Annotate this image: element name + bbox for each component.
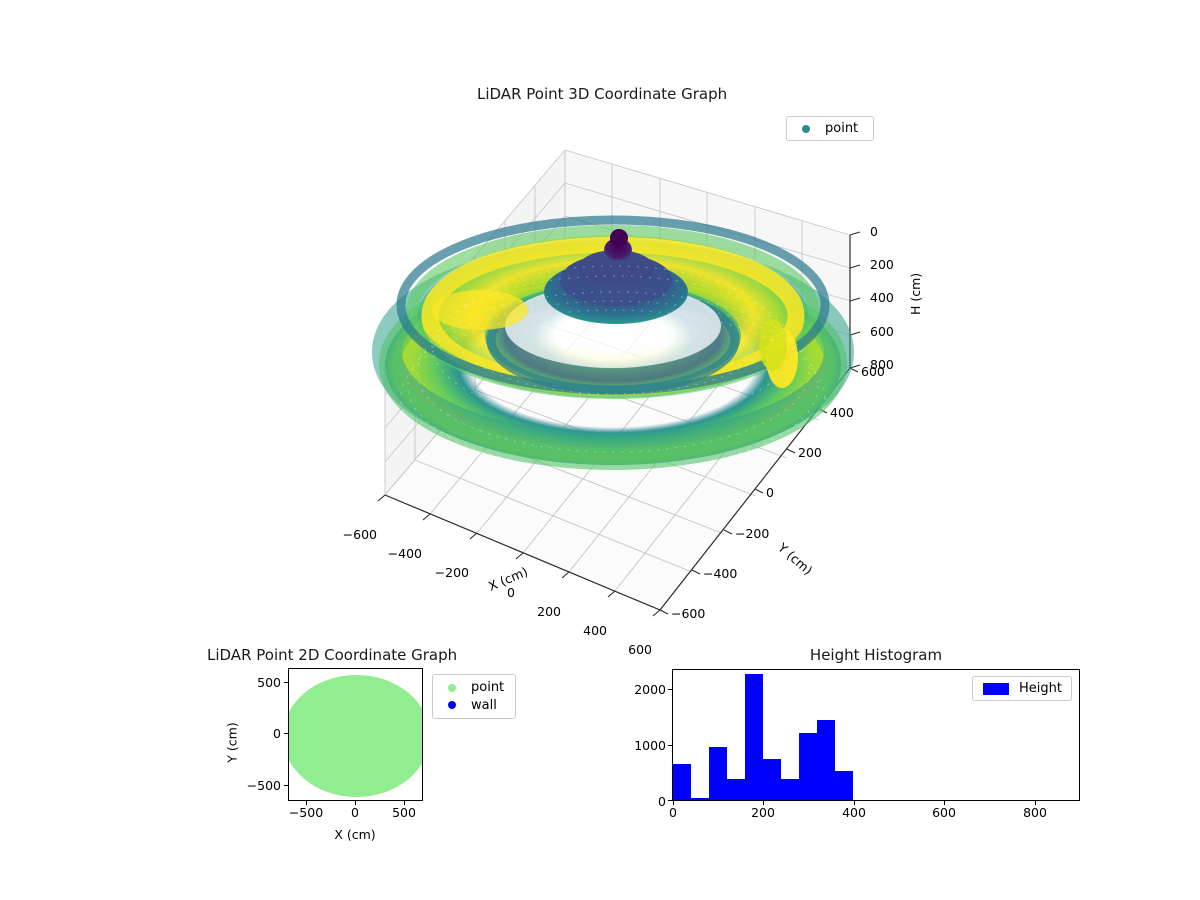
plot2d-xtick-0: −500 <box>288 805 324 820</box>
plot2d-legend[interactable]: point wall <box>432 674 516 719</box>
plot3d-ytick-2: −200 <box>735 526 770 541</box>
histogram-ytickmark-1 <box>668 745 672 746</box>
histogram-xtick-3: 600 <box>932 805 956 820</box>
plot3d-cube <box>372 149 861 617</box>
histogram-ytickmark-2 <box>668 689 672 690</box>
histogram-xtickmark-1 <box>763 801 764 805</box>
histogram-xtickmark-3 <box>944 801 945 805</box>
histogram-bar <box>763 758 782 800</box>
plot2d-ytickmark-0 <box>284 785 288 786</box>
histogram-xtickmark-0 <box>673 801 674 805</box>
plot3d-ztick-1: 200 <box>870 257 894 272</box>
plot3d-xtick-3: 0 <box>507 585 515 600</box>
plot3d-axes[interactable]: −600 −400 −200 0 200 400 600 −600 −400 −… <box>330 140 923 657</box>
legend-item-point[interactable]: point <box>795 121 865 136</box>
legend-item-wall[interactable]: wall <box>441 697 507 715</box>
plot2d-ytick-0: −500 <box>246 778 281 793</box>
plot3d-xtick-6: 600 <box>628 642 652 657</box>
histogram-xtick-1: 200 <box>751 805 775 820</box>
histogram-xtick-2: 400 <box>842 805 866 820</box>
histogram-ytick-0: 0 <box>658 794 666 809</box>
plot3d-xtick-4: 200 <box>537 604 561 619</box>
histogram-bar <box>673 764 692 800</box>
height-patch-icon <box>981 682 1011 695</box>
lidar-point-cloud <box>372 215 854 487</box>
histogram-bar <box>817 719 836 800</box>
histogram-ytickmark-0 <box>668 800 672 801</box>
plot3d-xtick-5: 400 <box>583 623 607 638</box>
plot2d-point-cloud <box>289 675 422 797</box>
legend-label: point <box>471 680 505 696</box>
legend-label: Height <box>1019 681 1062 696</box>
plot3d-ytick-0: −600 <box>671 606 706 621</box>
histogram-bar <box>835 771 854 800</box>
plot2d-xaxis-label: X (cm) <box>334 827 376 842</box>
plot3d-ytick-5: 400 <box>830 405 854 420</box>
histogram-bar <box>745 674 764 800</box>
plot2d-ytick-1: 0 <box>273 726 281 741</box>
plot3d-ztick-4: 800 <box>870 357 894 372</box>
plot2d-xtickmark-1 <box>355 801 356 805</box>
histogram-ytick-1: 1000 <box>634 738 666 753</box>
plot3d-ztick-0: 0 <box>870 224 878 239</box>
histogram-xtick-0: 0 <box>669 805 677 820</box>
plot2d-ytick-2: 500 <box>257 675 281 690</box>
legend-label: point <box>825 121 859 136</box>
plot2d-xtick-1: 0 <box>351 805 359 820</box>
plot3d-ytick-6: 600 <box>861 364 885 379</box>
plot3d-ytick-3: 0 <box>766 485 774 500</box>
histogram-xtickmark-2 <box>854 801 855 805</box>
plot3d-ztick-2: 400 <box>870 290 894 305</box>
plot2d-title: LiDAR Point 2D Coordinate Graph <box>207 646 458 664</box>
plot2d-ytickmark-1 <box>284 733 288 734</box>
histogram-bar <box>799 732 818 800</box>
plot3d-legend[interactable]: point <box>786 116 874 141</box>
plot3d-xtick-0: −600 <box>342 527 377 542</box>
point-marker-icon <box>795 124 817 133</box>
legend-label: wall <box>471 697 497 713</box>
plot3d-xtick-1: −400 <box>387 546 422 561</box>
legend-item-point[interactable]: point <box>441 679 507 697</box>
plot2d-xtickmark-2 <box>404 801 405 805</box>
histogram-xtickmark-4 <box>1035 801 1036 805</box>
plot3d-ytick-1: −400 <box>703 566 738 581</box>
plot3d-ytick-4: 200 <box>798 445 822 460</box>
plot2d-axes[interactable] <box>288 668 423 801</box>
histogram-legend[interactable]: Height <box>972 676 1072 701</box>
plot3d-ztick-3: 600 <box>870 324 894 339</box>
histogram-bar <box>781 779 800 800</box>
wall-marker-icon <box>441 701 463 710</box>
plot3d-zaxis-label: H (cm) <box>908 272 923 315</box>
histogram-bar <box>691 797 710 800</box>
plot2d-ytickmark-2 <box>284 682 288 683</box>
histogram-xtick-4: 800 <box>1023 805 1047 820</box>
histogram-bar <box>727 778 746 800</box>
plot2d-xtick-2: 500 <box>392 805 416 820</box>
plot2d-xtickmark-0 <box>306 801 307 805</box>
plot3d-xtick-2: −200 <box>434 565 469 580</box>
histogram-ytick-2: 2000 <box>634 682 666 697</box>
legend-item-height[interactable]: Height <box>981 681 1063 696</box>
histogram-title: Height Histogram <box>809 646 943 664</box>
point-marker-icon <box>441 683 463 692</box>
histogram-bar <box>709 747 728 800</box>
plot2d-yaxis-label: Y (cm) <box>224 722 240 763</box>
plot3d-title: LiDAR Point 3D Coordinate Graph <box>477 85 728 103</box>
